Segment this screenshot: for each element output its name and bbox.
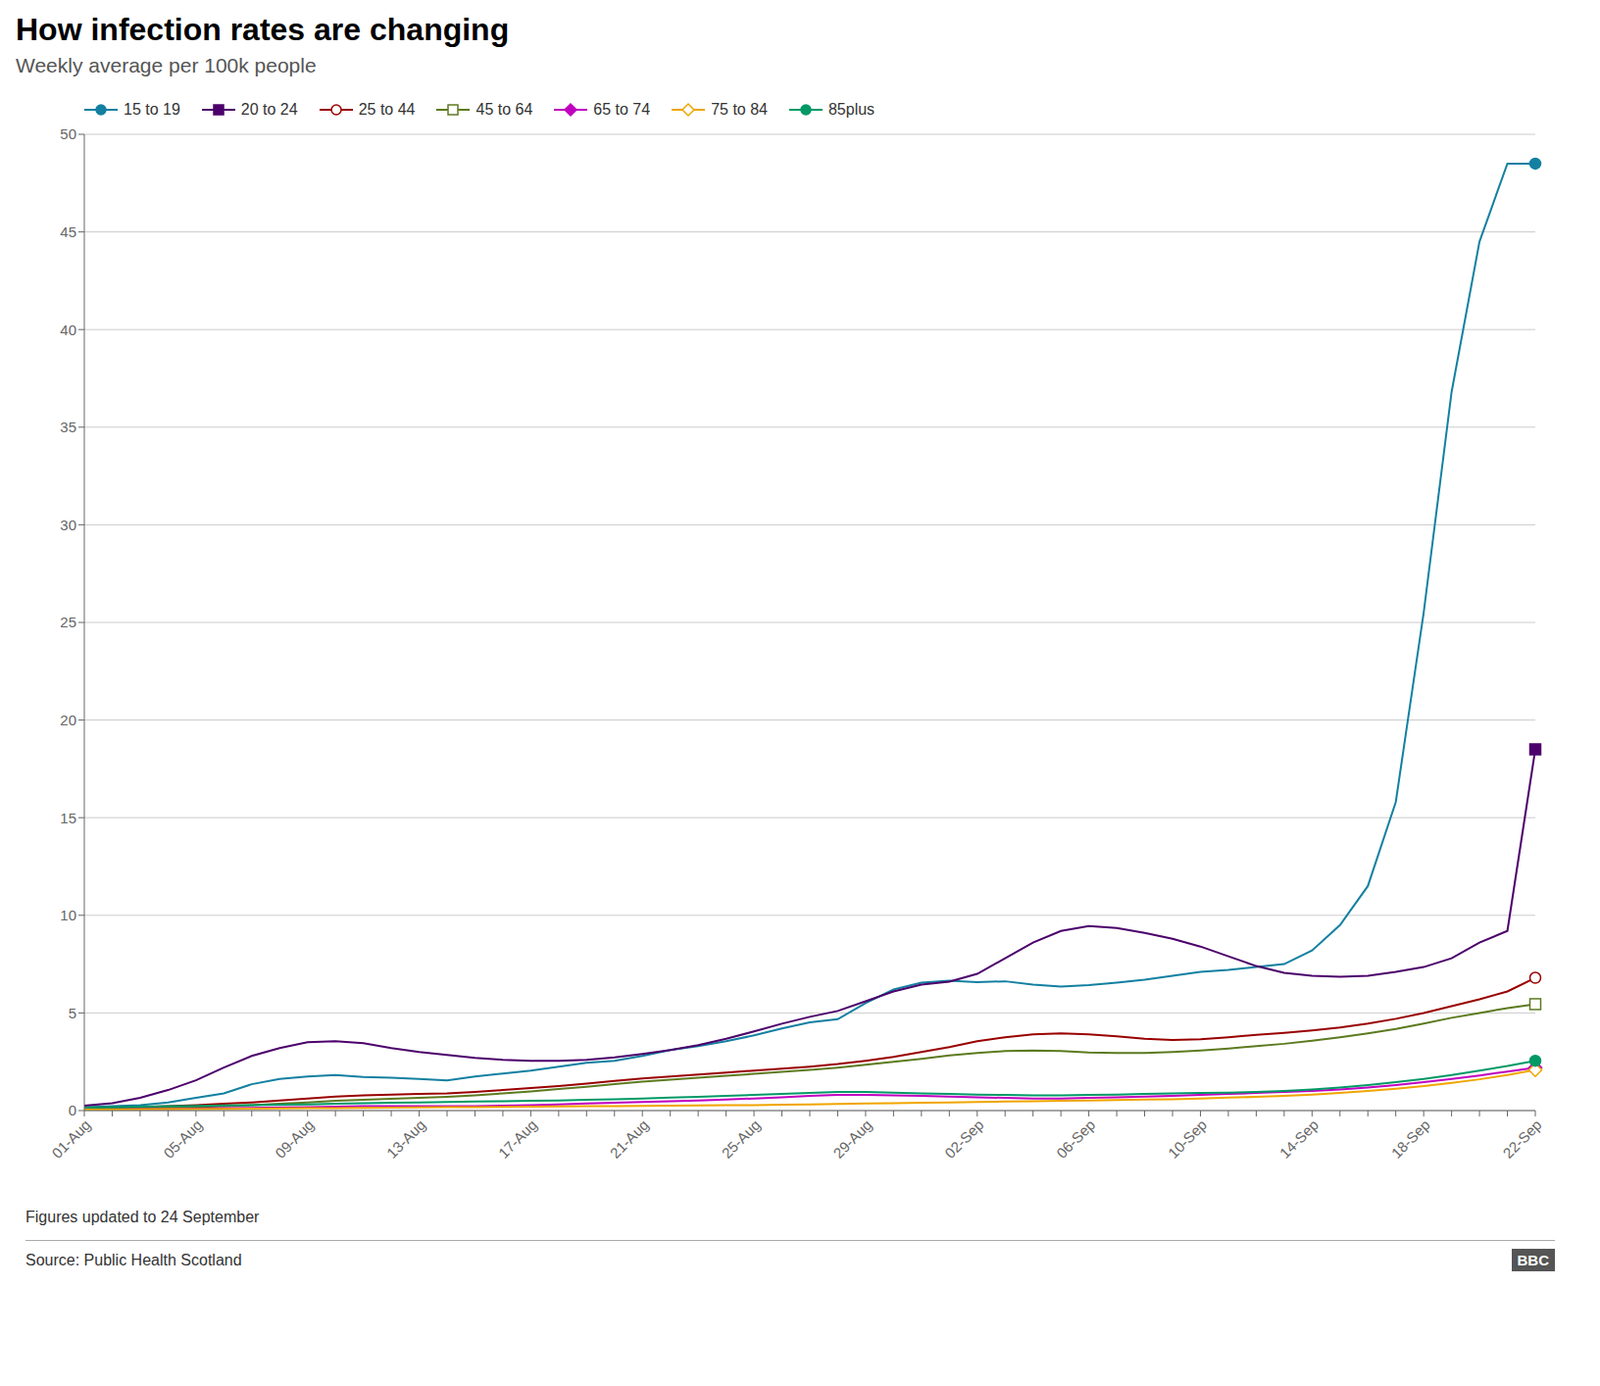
svg-text:10: 10 <box>59 906 77 924</box>
html-text:45 to 64: 45 to 64 <box>475 100 533 118</box>
svg-text:50: 50 <box>59 125 77 143</box>
html-text:85plus: 85plus <box>828 100 875 118</box>
html-text:Source: Public Health Scotland: Source: Public Health Scotland <box>25 1251 242 1269</box>
svg-text:13-Aug: 13-Aug <box>383 1116 429 1162</box>
svg-text:15: 15 <box>59 809 77 827</box>
svg-text:02-Sep: 02-Sep <box>941 1116 987 1162</box>
svg-text:29-Aug: 29-Aug <box>829 1116 875 1162</box>
html-text:Weekly average per 100k people: Weekly average per 100k people <box>15 53 317 77</box>
svg-text:14-Sep: 14-Sep <box>1276 1116 1322 1162</box>
html-text:65 to 74: 65 to 74 <box>593 100 651 118</box>
svg-text:18-Sep: 18-Sep <box>1388 1116 1434 1162</box>
svg-text:21-Aug: 21-Aug <box>606 1116 652 1162</box>
html-text:25 to 44: 25 to 44 <box>358 100 416 118</box>
html-text:20 to 24: 20 to 24 <box>240 100 298 118</box>
svg-text:22-Sep: 22-Sep <box>1499 1116 1545 1162</box>
svg-text:20: 20 <box>59 711 77 729</box>
html-text:75 to 84: 75 to 84 <box>710 100 768 118</box>
svg-text:05-Aug: 05-Aug <box>159 1116 205 1162</box>
svg-text:0: 0 <box>68 1101 77 1119</box>
html-text:How infection rates are changi: How infection rates are changing <box>15 11 510 48</box>
svg-text:10-Sep: 10-Sep <box>1164 1116 1210 1162</box>
svg-text:01-Aug: 01-Aug <box>48 1116 94 1162</box>
svg-text:30: 30 <box>59 516 77 534</box>
svg-text:45: 45 <box>59 223 77 241</box>
html-text:Figures updated to 24 Septembe: Figures updated to 24 September <box>25 1208 260 1226</box>
svg-text:35: 35 <box>59 418 77 436</box>
svg-text:25: 25 <box>59 613 77 631</box>
html-text:15 to 19: 15 to 19 <box>123 100 181 118</box>
svg-text:5: 5 <box>68 1004 77 1022</box>
html-text:BBC: BBC <box>1517 1251 1550 1269</box>
svg-text:40: 40 <box>59 321 77 339</box>
svg-text:25-Aug: 25-Aug <box>718 1116 764 1162</box>
svg-text:09-Aug: 09-Aug <box>271 1116 317 1162</box>
svg-text:06-Sep: 06-Sep <box>1052 1116 1099 1162</box>
svg-text:17-Aug: 17-Aug <box>495 1116 541 1162</box>
